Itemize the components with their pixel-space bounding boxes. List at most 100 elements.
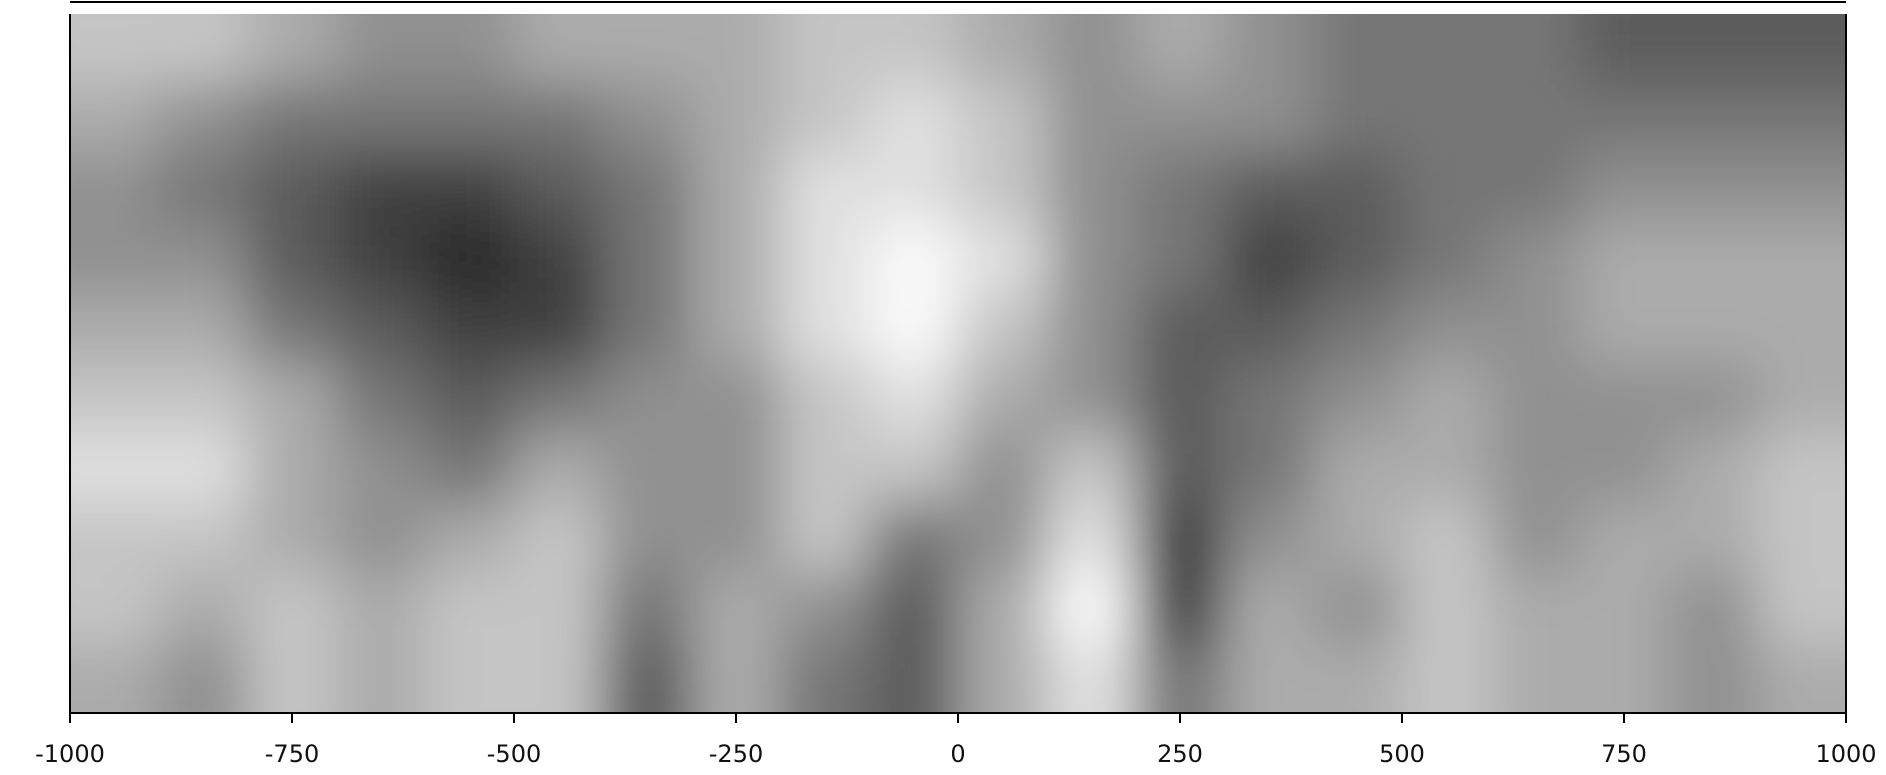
heatmap-cell (1313, 433, 1403, 504)
heatmap-cell (958, 83, 1048, 155)
heatmap-cell (958, 363, 1048, 434)
heatmap-cell (1313, 643, 1403, 713)
heatmap-cell (780, 363, 870, 434)
heatmap-cell (869, 503, 959, 574)
heatmap-cell (247, 293, 337, 364)
heatmap-cell (247, 503, 337, 574)
heatmap-cell (958, 643, 1048, 713)
heatmap-cell (780, 293, 870, 364)
heatmap-cell (691, 153, 781, 225)
heatmap-cell (1135, 573, 1225, 644)
heatmap-cell (1224, 153, 1314, 225)
heatmap-cell (158, 363, 249, 434)
heatmap-cell (780, 223, 870, 295)
heatmap-cell (1757, 503, 1846, 574)
heatmap-cell (247, 643, 337, 713)
heatmap-cell (1757, 573, 1846, 644)
heatmap-cell (158, 503, 249, 574)
heatmap-cell (247, 363, 337, 434)
heatmap-cell (1135, 223, 1225, 295)
heatmap-cell (1490, 14, 1581, 85)
heatmap-cell (1313, 223, 1403, 295)
heatmap-cell (1224, 503, 1314, 574)
heatmap-cell (1402, 363, 1492, 434)
heatmap-cell (1402, 83, 1492, 155)
heatmap-cell (336, 643, 426, 713)
heatmap-cell (780, 643, 870, 713)
heatmap-cell (1668, 573, 1758, 644)
heatmap-cell (514, 643, 604, 713)
heatmap-cell (602, 223, 693, 295)
heatmap-cell (514, 83, 604, 155)
heatmap-cell (1046, 643, 1137, 713)
heatmap-cell (1313, 363, 1403, 434)
x-tick-label: -1000 (35, 740, 105, 768)
heatmap-cell (158, 153, 249, 225)
x-tick-label: -750 (265, 740, 319, 768)
heatmap-cell (1224, 573, 1314, 644)
heatmap-cell (1313, 153, 1403, 225)
heatmap-cell (70, 223, 160, 295)
heatmap-cell (1402, 14, 1492, 85)
heatmap-cell (869, 223, 959, 295)
heatmap-cell (247, 153, 337, 225)
heatmap-cell (602, 573, 693, 644)
heatmap-cell (1046, 573, 1137, 644)
heatmap-cell (1135, 363, 1225, 434)
heatmap-cell (1490, 433, 1581, 504)
heatmap-cell (1579, 14, 1669, 85)
heatmap-cell (336, 83, 426, 155)
heatmap-cell (514, 293, 604, 364)
x-tick-label: 500 (1379, 740, 1425, 768)
heatmap-cell (1046, 503, 1137, 574)
heatmap-cell (1668, 643, 1758, 713)
heatmap-cell (1402, 153, 1492, 225)
heatmap-cell (425, 223, 515, 295)
heatmap-cell (691, 433, 781, 504)
heatmap-cell (1402, 643, 1492, 713)
heatmap-cell (425, 433, 515, 504)
heatmap-cell (602, 153, 693, 225)
heatmap-cell (1490, 503, 1581, 574)
heatmap-cell (514, 573, 604, 644)
heatmap-cell (336, 223, 426, 295)
heatmap-cell (1313, 14, 1403, 85)
heatmap-cell (602, 433, 693, 504)
heatmap-cell (958, 293, 1048, 364)
heatmap-cell (780, 153, 870, 225)
heatmap-cell (1490, 643, 1581, 713)
heatmap-cell (1402, 573, 1492, 644)
heatmap-cell (1224, 83, 1314, 155)
heatmap-cell (780, 433, 870, 504)
heatmap-cell (691, 573, 781, 644)
heatmap-cell (1579, 573, 1669, 644)
heatmap-cell (602, 83, 693, 155)
heatmap-cell (958, 433, 1048, 504)
heatmap-cell (1757, 293, 1846, 364)
heatmap-cell (1224, 643, 1314, 713)
heatmap-cell (780, 14, 870, 85)
heatmap-cell (1046, 14, 1137, 85)
x-tick-label: -250 (709, 740, 763, 768)
heatmap-cell (691, 363, 781, 434)
heatmap-cell (869, 573, 959, 644)
heatmap-cell (602, 643, 693, 713)
heatmap-cell (958, 573, 1048, 644)
x-tick-label: -500 (487, 740, 541, 768)
heatmap-cell (1313, 293, 1403, 364)
heatmap-cell (869, 14, 959, 85)
heatmap-cell (425, 643, 515, 713)
plot-area (70, 14, 1846, 713)
heatmap-cell (1135, 153, 1225, 225)
heatmap-cell (158, 433, 249, 504)
heatmap-cell (158, 83, 249, 155)
heatmap-cell (70, 14, 160, 85)
heatmap-cell (1668, 503, 1758, 574)
heatmap-cell (70, 503, 160, 574)
heatmap-cell (70, 293, 160, 364)
heatmap-cell (1135, 503, 1225, 574)
heatmap-cell (158, 14, 249, 85)
heatmap-cell (1579, 363, 1669, 434)
heatmap-cell (336, 293, 426, 364)
